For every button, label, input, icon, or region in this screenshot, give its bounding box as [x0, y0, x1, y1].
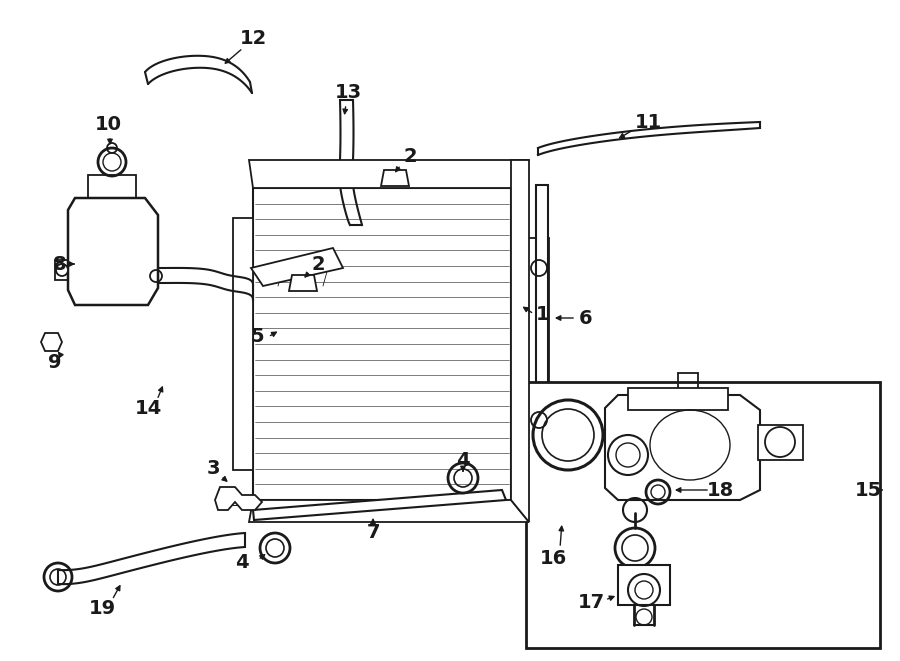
Text: 11: 11: [634, 112, 662, 132]
Text: 15: 15: [854, 481, 882, 500]
Bar: [253, 188, 511, 500]
Polygon shape: [251, 248, 343, 286]
Polygon shape: [249, 160, 529, 188]
Polygon shape: [253, 490, 506, 520]
Text: 13: 13: [335, 83, 362, 102]
Polygon shape: [289, 275, 317, 291]
Bar: [88, 175, 136, 199]
Polygon shape: [215, 487, 262, 510]
Text: 17: 17: [578, 594, 605, 613]
Polygon shape: [381, 170, 409, 186]
Text: 1: 1: [536, 305, 550, 323]
Bar: [536, 185, 548, 468]
Polygon shape: [249, 500, 529, 522]
Bar: [758, 425, 803, 460]
Text: 4: 4: [235, 553, 248, 572]
Text: 6: 6: [580, 309, 593, 327]
Bar: [233, 218, 253, 470]
Text: 3: 3: [206, 459, 220, 477]
Text: 12: 12: [239, 28, 266, 48]
Text: 4: 4: [456, 451, 470, 469]
Text: 5: 5: [250, 327, 264, 346]
Polygon shape: [511, 160, 529, 522]
Bar: [55, 260, 69, 280]
Circle shape: [107, 143, 117, 153]
Text: 2: 2: [311, 254, 325, 274]
Text: 16: 16: [539, 549, 567, 568]
Text: 2: 2: [403, 147, 417, 167]
Text: 19: 19: [88, 598, 115, 617]
Bar: [526, 382, 880, 648]
Text: 7: 7: [366, 524, 380, 543]
Polygon shape: [68, 198, 158, 305]
Circle shape: [56, 264, 68, 276]
Text: 8: 8: [53, 254, 67, 274]
Text: 9: 9: [49, 352, 62, 371]
Polygon shape: [41, 333, 62, 351]
Text: 18: 18: [706, 481, 733, 500]
Text: 14: 14: [134, 399, 162, 418]
Text: 10: 10: [94, 116, 122, 134]
Bar: [618, 565, 670, 605]
Bar: [628, 388, 728, 410]
Polygon shape: [605, 395, 760, 500]
